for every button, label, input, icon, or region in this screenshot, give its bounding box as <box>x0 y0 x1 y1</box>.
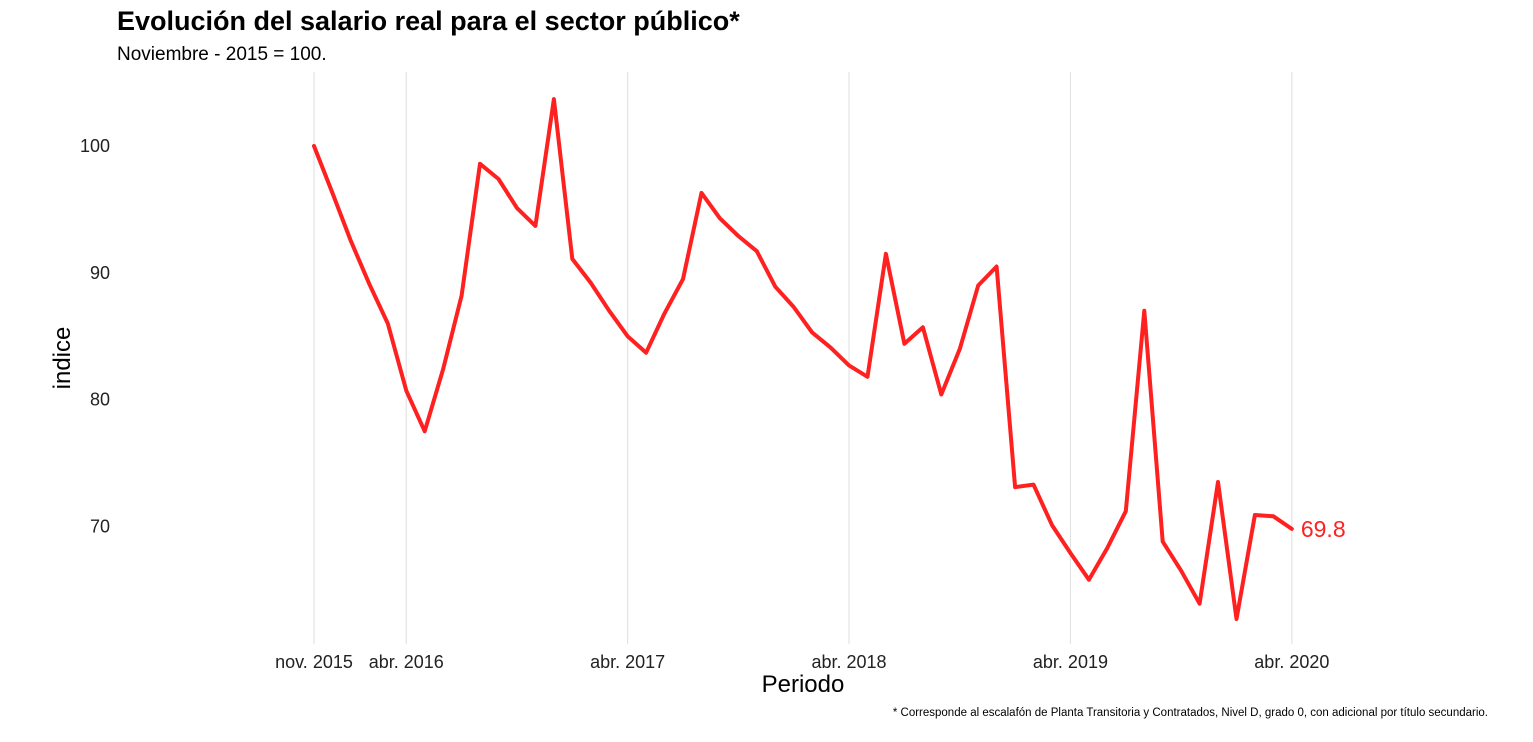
x-tick-label: abr. 2020 <box>1254 652 1329 672</box>
gridlines <box>313 72 1293 644</box>
x-tick-label: abr. 2019 <box>1033 652 1108 672</box>
chart-title: Evolución del salario real para el secto… <box>117 6 740 36</box>
data-series: 69.8 <box>312 97 1346 621</box>
salary-line <box>312 97 1294 621</box>
y-tick-label: 70 <box>90 516 110 536</box>
chart-caption: * Corresponde al escalafón de Planta Tra… <box>893 707 1488 719</box>
y-axis-ticks: 70 80 90 100 <box>80 136 110 536</box>
y-tick-label: 90 <box>90 263 110 283</box>
x-tick-label: abr. 2018 <box>812 652 887 672</box>
x-tick-label: nov. 2015 <box>275 652 353 672</box>
x-tick-label: abr. 2016 <box>369 652 444 672</box>
x-tick-label: abr. 2017 <box>590 652 665 672</box>
y-axis-title: indice <box>49 327 76 390</box>
x-axis-title: Periodo <box>762 671 845 698</box>
end-value-label: 69.8 <box>1301 516 1346 542</box>
chart-subtitle: Noviembre - 2015 = 100. <box>117 44 327 65</box>
y-tick-label: 80 <box>90 390 110 410</box>
y-tick-label: 100 <box>80 136 110 156</box>
x-axis-ticks: nov. 2015 abr. 2016 abr. 2017 abr. 2018 abr.… <box>275 652 1329 672</box>
